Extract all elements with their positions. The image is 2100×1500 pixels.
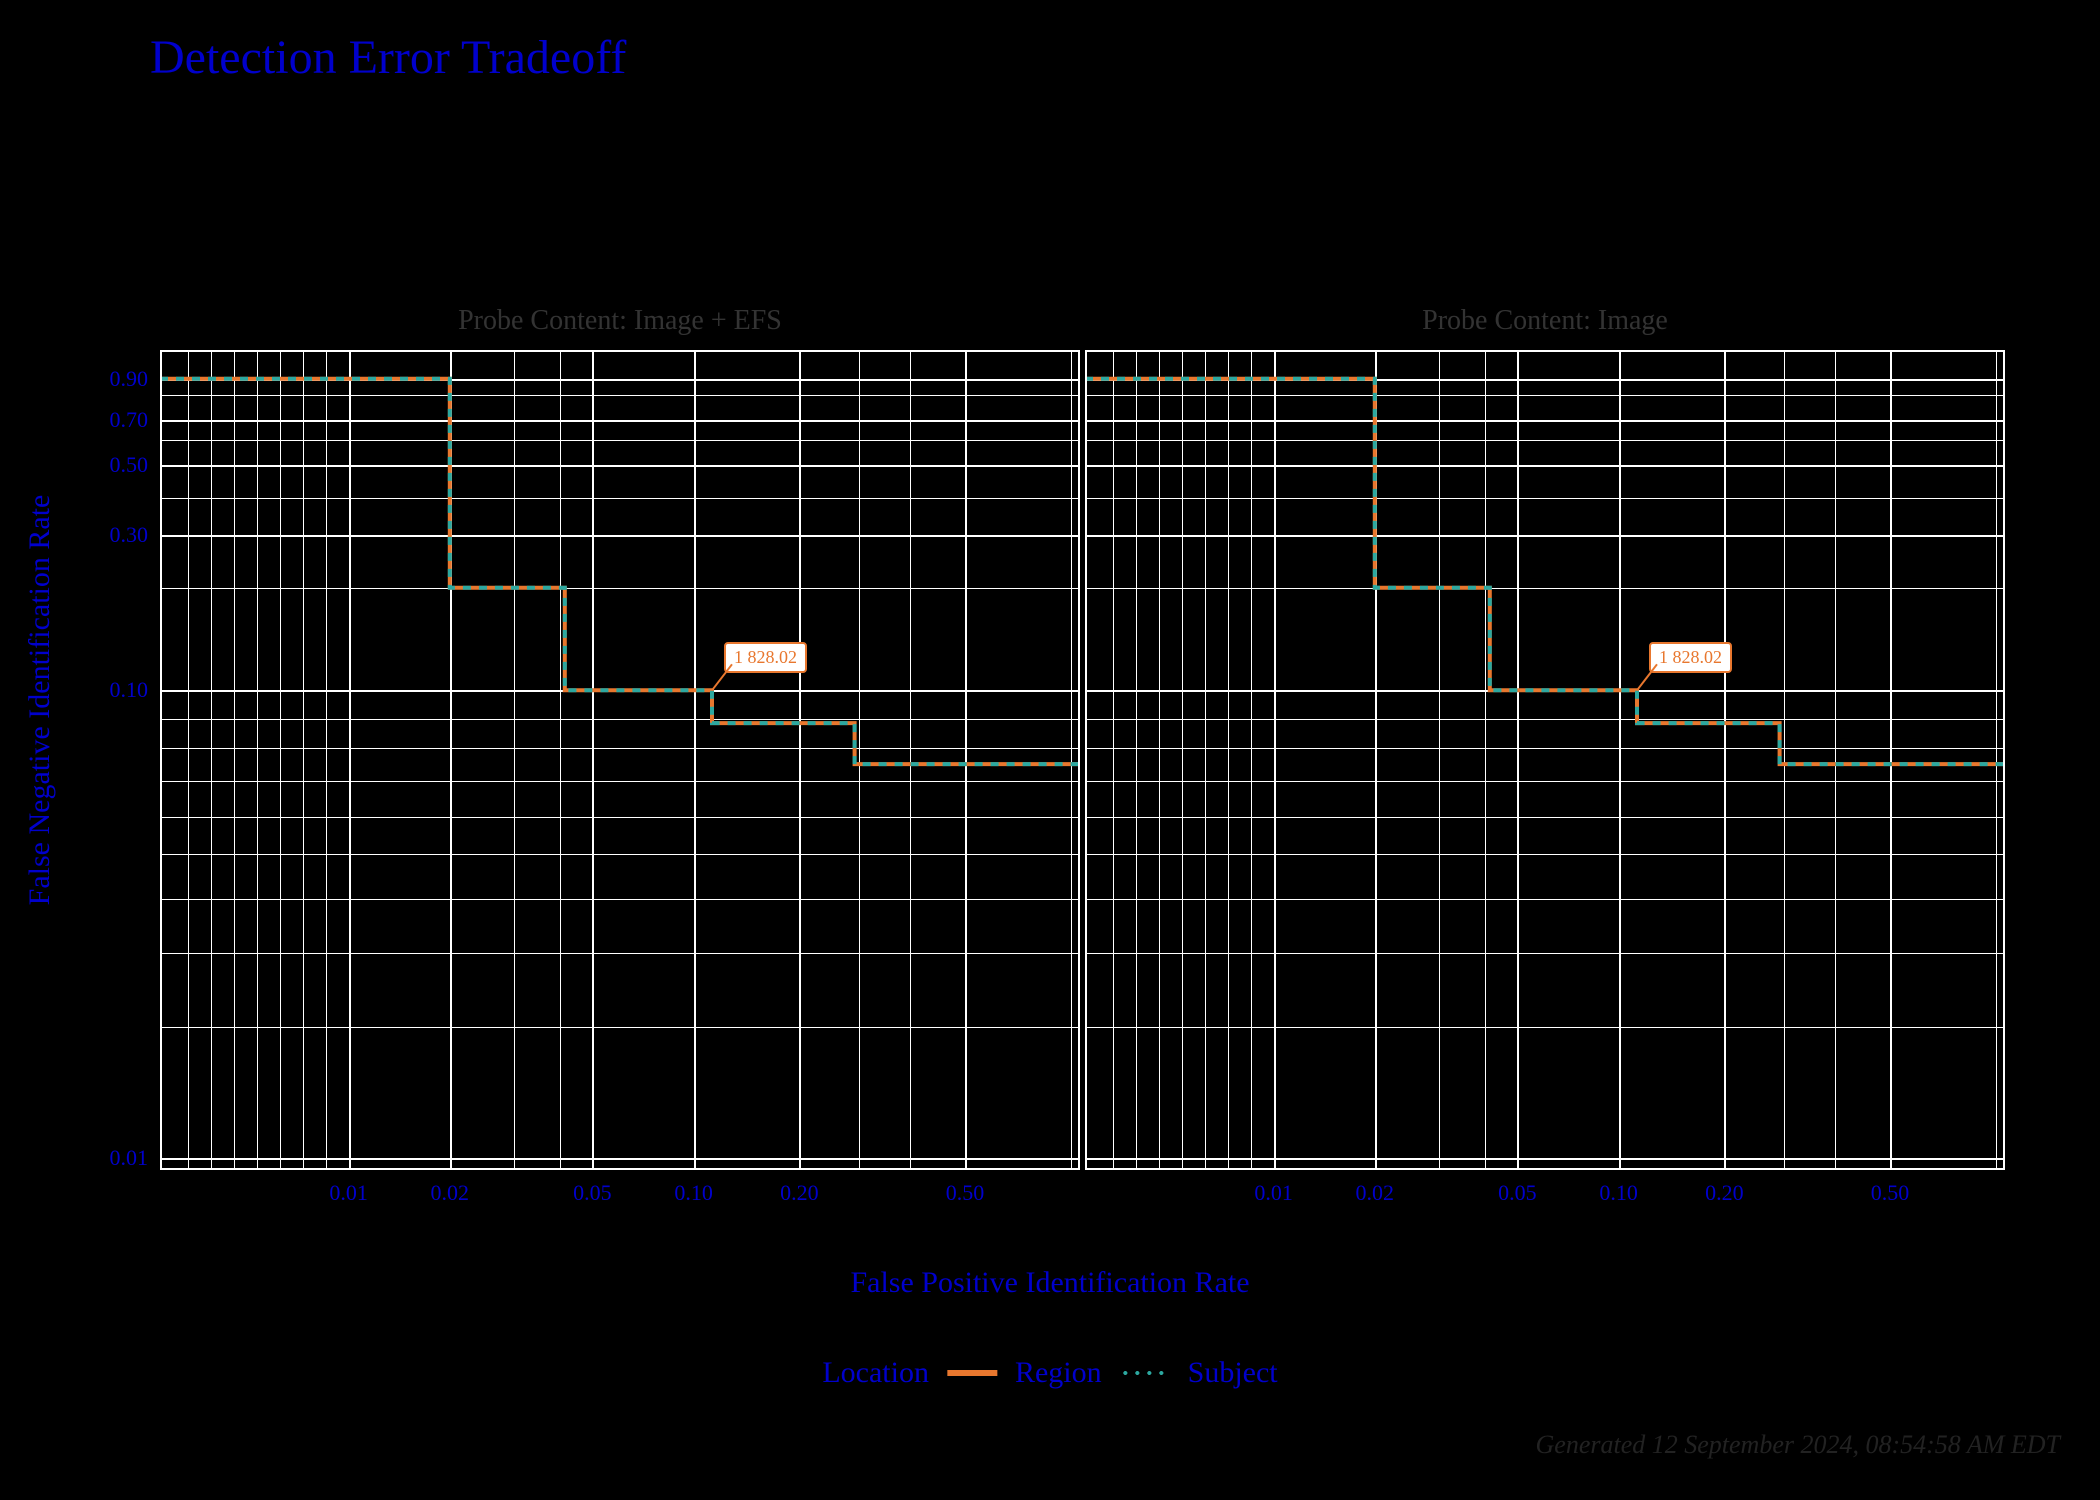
figure-title: Detection Error Tradeoff (150, 30, 626, 85)
timestamp: Generated 12 September 2024, 08:54:58 AM… (1536, 1430, 2060, 1460)
y-tick-label: 0.10 (110, 677, 149, 703)
x-tick-label: 0.20 (780, 1180, 819, 1206)
legend-label-location: Location (822, 1356, 929, 1390)
y-tick-label: 0.30 (110, 522, 149, 548)
x-tick-label: 0.10 (674, 1180, 713, 1206)
x-tick-label: 0.02 (431, 1180, 470, 1206)
x-tick-label: 0.05 (573, 1180, 612, 1206)
y-tick-label: 0.01 (110, 1145, 149, 1171)
x-tick-label: 0.50 (1871, 1180, 1910, 1206)
x-axis-label: False Positive Identification Rate (850, 1266, 1249, 1300)
legend-label-region: Region (1015, 1356, 1102, 1390)
plot-area-right: 1 828.02 (1085, 350, 2005, 1170)
legend: Location Region Subject (822, 1356, 1277, 1390)
figure-root: Detection Error Tradeoff False Negative … (0, 0, 2100, 1500)
x-tick-label: 0.50 (946, 1180, 985, 1206)
annotation-connector (160, 350, 1080, 1170)
y-tick-label: 0.70 (110, 407, 149, 433)
panel-title-right: Probe Content: Image (1085, 305, 2005, 337)
x-tick-label: 0.20 (1705, 1180, 1744, 1206)
y-axis-label: False Negative Identification Rate (23, 495, 57, 906)
annotation-connector (1085, 350, 2005, 1170)
y-tick-label: 0.50 (110, 452, 149, 478)
panel-title-left: Probe Content: Image + EFS (160, 305, 1080, 337)
x-tick-label: 0.01 (329, 1180, 368, 1206)
x-tick-label: 0.10 (1599, 1180, 1638, 1206)
legend-swatch-region (947, 1370, 997, 1376)
x-tick-label: 0.05 (1498, 1180, 1537, 1206)
legend-label-subject: Subject (1188, 1356, 1278, 1390)
legend-swatch-subject (1120, 1370, 1170, 1376)
plot-area-left: 1 828.02 (160, 350, 1080, 1170)
x-tick-label: 0.02 (1356, 1180, 1395, 1206)
x-tick-label: 0.01 (1254, 1180, 1293, 1206)
y-tick-label: 0.90 (110, 366, 149, 392)
